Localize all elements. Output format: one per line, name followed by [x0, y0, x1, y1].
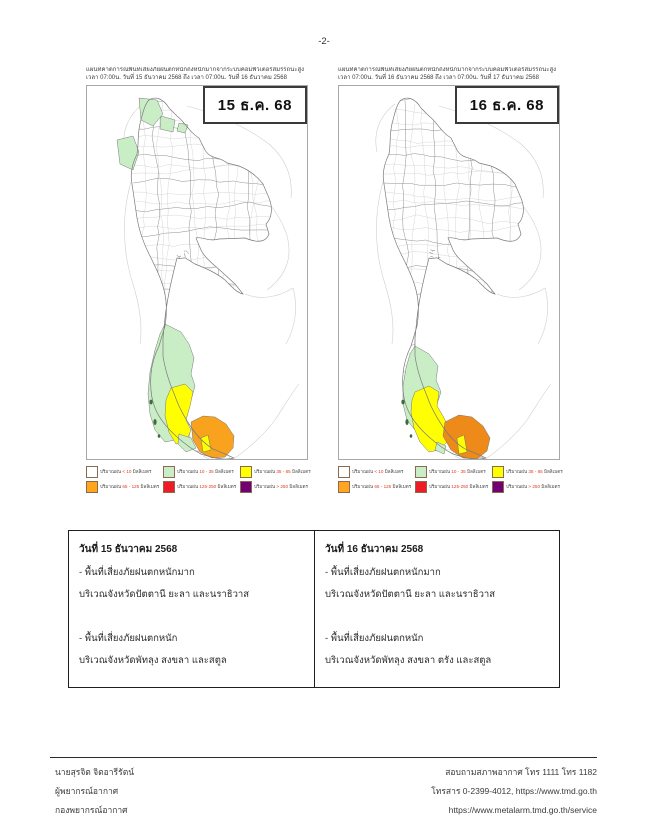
footer-author-block: นายสุรจิต จิตอารีรัตน์ ผู้พยากรณ์อากาศ ก… — [55, 763, 134, 820]
forecaster-name: นายสุรจิต จิตอารีรัตน์ — [55, 767, 135, 777]
legend-item-rain-gt-250: ปริมาณฝน > 250 มิลลิเมตร — [492, 481, 560, 493]
legend-item-rain-125-250: ปริมาณฝน 125-250 มิลลิเมตร — [415, 481, 492, 493]
risk-provinces-heavy: บริเวณจังหวัดพัทลุง สงขลา ตรัง และสตูล — [325, 654, 492, 666]
contact-phone-line: สอบถามสภาพอากาศ โทร 1111 โทร 1182 — [445, 767, 597, 777]
legend-swatch — [338, 481, 350, 493]
summary-cell-15-dec: วันที่ 15 ธันวาคม 2568 - พื้นที่เสี่ยงภั… — [69, 531, 314, 687]
legend-label: ปริมาณฝน < 10 มิลลิเมตร — [100, 468, 152, 474]
legend-swatch — [492, 481, 504, 493]
legend-item-rain-gt-250: ปริมาณฝน > 250 มิลลิเมตร — [240, 481, 308, 493]
legend-swatch — [492, 466, 504, 478]
legend-swatch — [86, 466, 98, 478]
risk-provinces-heavy: บริเวณจังหวัดพัทลุง สงขลา และสตูล — [79, 654, 227, 666]
summary-date-title: วันที่ 16 ธันวาคม 2568 — [325, 543, 424, 555]
legend-item-rain-10-35: ปริมาณฝน 10 - 35 มิลลิเมตร — [163, 466, 240, 478]
rain-legend: ปริมาณฝน < 10 มิลลิเมตร ปริมาณฝน 10 - 35… — [86, 466, 311, 493]
thailand-rain-map-15-dec: 15 ธ.ค. 68 — [86, 85, 308, 460]
legend-swatch — [415, 466, 427, 478]
map-figure-15-dec: แผนที่คาดการณ์พื้นที่เสี่ยงภัยฝนตกหนักถึ… — [86, 67, 311, 493]
legend-label: ปริมาณฝน < 10 มิลลิเมตร — [352, 468, 404, 474]
risk-heading-heavy: - พื้นที่เสี่ยงภัยฝนตกหนัก — [79, 632, 178, 644]
map-title-line2: เวลา 07:00น. วันที่ 15 ธันวาคม 2568 ถึง … — [86, 74, 287, 81]
footer-divider — [50, 757, 597, 758]
legend-swatch — [86, 481, 98, 493]
map-title: แผนที่คาดการณ์พื้นที่เสี่ยงภัยฝนตกหนักถึ… — [338, 67, 560, 82]
legend-label: ปริมาณฝน 65 - 125 มิลลิเมตร — [100, 483, 160, 489]
map-title-line1: แผนที่คาดการณ์พื้นที่เสี่ยงภัยฝนตกหนักถึ… — [338, 67, 557, 73]
legend-label: ปริมาณฝน 125-250 มิลลิเมตร — [429, 483, 489, 489]
legend-label: ปริมาณฝน > 250 มิลลิเมตร — [254, 483, 308, 489]
map-title: แผนที่คาดการณ์พื้นที่เสี่ยงภัยฝนตกหนักถึ… — [86, 67, 308, 82]
legend-label: ปริมาณฝน 35 - 65 มิลลิเมตร — [254, 468, 311, 474]
legend-item-rain-35-65: ปริมาณฝน 35 - 65 มิลลิเมตร — [492, 466, 563, 478]
thailand-rain-map-16-dec: 16 ธ.ค. 68 — [338, 85, 560, 460]
footer-contact-block: สอบถามสภาพอากาศ โทร 1111 โทร 1182 โทรสาร… — [431, 763, 597, 820]
summary-date-title: วันที่ 15 ธันวาคม 2568 — [79, 543, 178, 555]
contact-fax-website-line[interactable]: โทรสาร 0-2399-4012, https://www.tmd.go.t… — [431, 786, 597, 796]
risk-provinces-very-heavy: บริเวณจังหวัดปัตตานี ยะลา และนราธิวาส — [325, 588, 496, 600]
legend-swatch — [415, 481, 427, 493]
legend-label: ปริมาณฝน 35 - 65 มิลลิเมตร — [506, 468, 563, 474]
legend-item-rain-lt-10: ปริมาณฝน < 10 มิลลิเมตร — [86, 466, 163, 478]
legend-swatch — [240, 466, 252, 478]
legend-swatch — [163, 481, 175, 493]
legend-item-rain-lt-10: ปริมาณฝน < 10 มิลลิเมตร — [338, 466, 415, 478]
legend-item-rain-10-35: ปริมาณฝน 10 - 35 มิลลิเมตร — [415, 466, 492, 478]
legend-item-rain-65-125: ปริมาณฝน 65 - 125 มิลลิเมตร — [86, 481, 163, 493]
map-figure-16-dec: แผนที่คาดการณ์พื้นที่เสี่ยงภัยฝนตกหนักถึ… — [338, 67, 563, 493]
date-badge: 15 ธ.ค. 68 — [202, 86, 307, 124]
summary-cell-16-dec: วันที่ 16 ธันวาคม 2568 - พื้นที่เสี่ยงภั… — [314, 531, 559, 687]
legend-label: ปริมาณฝน 125-250 มิลลิเมตร — [177, 483, 237, 489]
map-title-line1: แผนที่คาดการณ์พื้นที่เสี่ยงภัยฝนตกหนักถึ… — [86, 67, 305, 73]
risk-heading-heavy: - พื้นที่เสี่ยงภัยฝนตกหนัก — [325, 632, 424, 644]
date-badge: 16 ธ.ค. 68 — [454, 86, 559, 124]
forecaster-title: ผู้พยากรณ์อากาศ — [55, 786, 119, 796]
risk-heading-very-heavy: - พื้นที่เสี่ยงภัยฝนตกหนักมาก — [325, 566, 441, 578]
legend-label: ปริมาณฝน 10 - 35 มิลลิเมตร — [177, 468, 234, 474]
risk-provinces-very-heavy: บริเวณจังหวัดปัตตานี ยะลา และนราธิวาส — [79, 588, 250, 600]
legend-item-rain-35-65: ปริมาณฝน 35 - 65 มิลลิเมตร — [240, 466, 311, 478]
spacer-line — [325, 605, 549, 627]
legend-item-rain-125-250: ปริมาณฝน 125-250 มิลลิเมตร — [163, 481, 240, 493]
spacer-line — [79, 605, 304, 627]
page-number: -2- — [318, 36, 330, 47]
legend-label: ปริมาณฝน 10 - 35 มิลลิเมตร — [429, 468, 486, 474]
legend-item-rain-65-125: ปริมาณฝน 65 - 125 มิลลิเมตร — [338, 481, 415, 493]
contact-alert-website-line[interactable]: https://www.metalarm.tmd.go.th/service — [448, 805, 597, 815]
summary-table: วันที่ 15 ธันวาคม 2568 - พื้นที่เสี่ยงภั… — [68, 530, 560, 688]
rain-legend: ปริมาณฝน < 10 มิลลิเมตร ปริมาณฝน 10 - 35… — [338, 466, 563, 493]
risk-heading-very-heavy: - พื้นที่เสี่ยงภัยฝนตกหนักมาก — [79, 566, 195, 578]
legend-label: ปริมาณฝน > 250 มิลลิเมตร — [506, 483, 560, 489]
forecaster-division: กองพยากรณ์อากาศ — [55, 805, 128, 815]
legend-swatch — [163, 466, 175, 478]
map-title-line2: เวลา 07:00น. วันที่ 16 ธันวาคม 2568 ถึง … — [338, 74, 539, 81]
legend-swatch — [240, 481, 252, 493]
legend-label: ปริมาณฝน 65 - 125 มิลลิเมตร — [352, 483, 412, 489]
legend-swatch — [338, 466, 350, 478]
